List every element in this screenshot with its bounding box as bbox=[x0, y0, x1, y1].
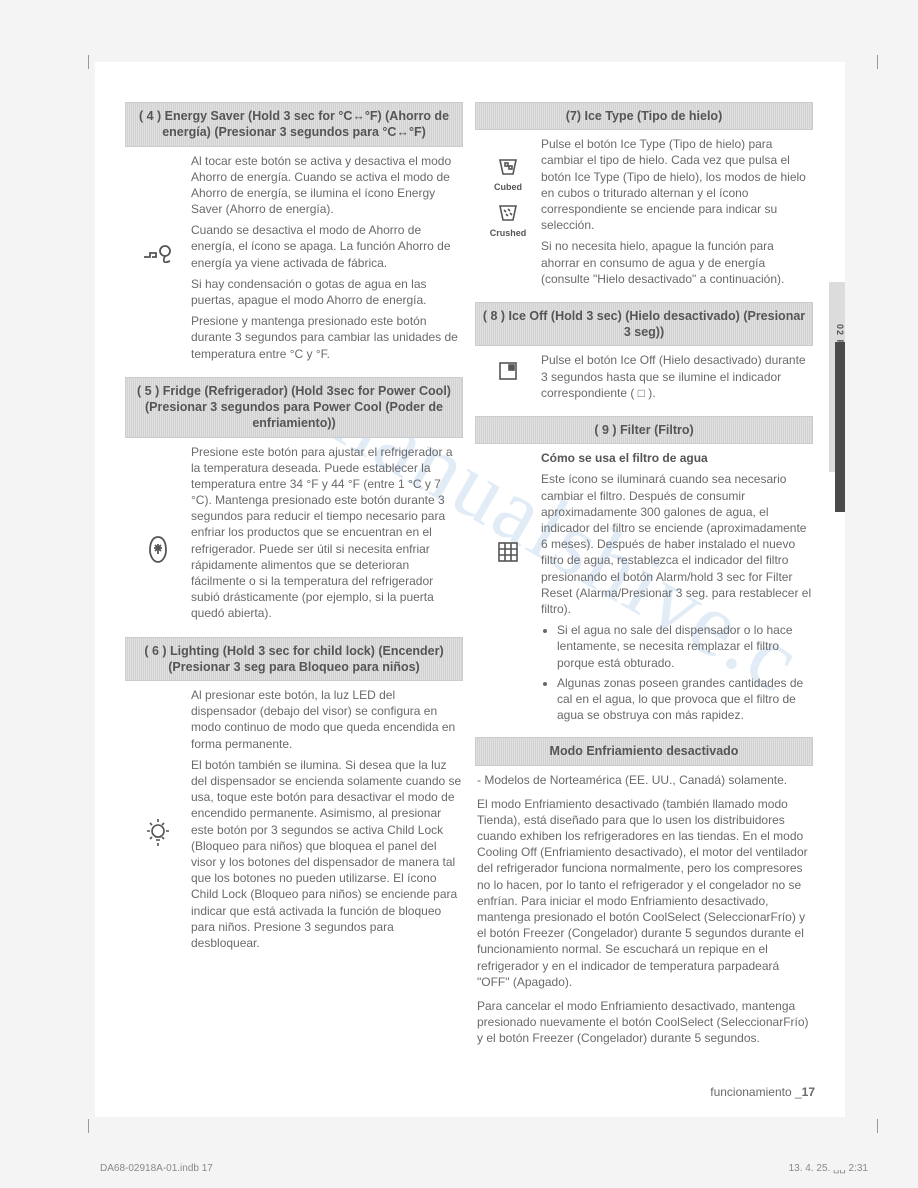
energy-saver-icon bbox=[125, 153, 191, 267]
p: Si no necesita hielo, apague la función … bbox=[541, 238, 813, 287]
section-9-text: Cómo se usa el filtro de agua Este ícono… bbox=[541, 450, 813, 727]
print-mark-left: DA68-02918A-01.indb 17 bbox=[100, 1163, 213, 1174]
section-4-text: Al tocar este botón se activa y desactiv… bbox=[191, 153, 463, 367]
filter-icon bbox=[475, 450, 541, 564]
p: Pulse el botón Ice Type (Tipo de hielo) … bbox=[541, 136, 813, 233]
bullet: Algunas zonas poseen grandes cantidades … bbox=[557, 675, 813, 724]
p: Al tocar este botón se activa y desactiv… bbox=[191, 153, 463, 218]
footer-label: funcionamiento _ bbox=[710, 1085, 801, 1099]
section-4-body: Al tocar este botón se activa y desactiv… bbox=[125, 147, 463, 377]
p: Presione este botón para ajustar el refr… bbox=[191, 444, 463, 622]
section-6-body: Al presionar este botón, la luz LED del … bbox=[125, 681, 463, 966]
ice-off-icon bbox=[475, 352, 541, 382]
section-7-header: (7) Ice Type (Tipo de hielo) bbox=[475, 102, 813, 130]
p: El modo Enfriamiento desactivado (tambié… bbox=[475, 796, 813, 990]
section-9-body: Cómo se usa el filtro de agua Este ícono… bbox=[475, 444, 813, 737]
section-5-body: Presione este botón para ajustar el refr… bbox=[125, 438, 463, 637]
content-columns: ( 4 ) Energy Saver (Hold 3 sec for °C↔°F… bbox=[125, 102, 845, 1055]
crop-mark bbox=[877, 1119, 878, 1133]
crop-mark bbox=[877, 55, 878, 69]
side-tab-dark bbox=[835, 342, 845, 512]
section-8-text: Pulse el botón Ice Off (Hielo desactivad… bbox=[541, 352, 813, 406]
p: Presione y mantenga presionado este botó… bbox=[191, 313, 463, 362]
p: Cuando se desactiva el modo de Ahorro de… bbox=[191, 222, 463, 271]
crop-mark bbox=[88, 1119, 89, 1133]
section-7-body: Cubed Crushed Pulse el botón Ice Type (T… bbox=[475, 130, 813, 302]
section-6-header: ( 6 ) Lighting (Hold 3 sec for child loc… bbox=[125, 637, 463, 682]
page-footer: funcionamiento _17 bbox=[710, 1085, 815, 1099]
p: - Modelos de Norteamérica (EE. UU., Cana… bbox=[475, 772, 813, 788]
left-column: ( 4 ) Energy Saver (Hold 3 sec for °C↔°F… bbox=[125, 102, 463, 1055]
lighting-icon bbox=[125, 687, 191, 847]
cooling-off-body: - Modelos de Norteamérica (EE. UU., Cana… bbox=[475, 766, 813, 1047]
cubed-label: Cubed bbox=[494, 182, 522, 192]
footer-page: 17 bbox=[802, 1085, 815, 1099]
p: Al presionar este botón, la luz LED del … bbox=[191, 687, 463, 752]
section-5-header: ( 5 ) Fridge (Refrigerador) (Hold 3sec f… bbox=[125, 377, 463, 438]
section-9-header: ( 9 ) Filter (Filtro) bbox=[475, 416, 813, 444]
print-mark-right: 13. 4. 25. ␣␣ 2:31 bbox=[789, 1163, 868, 1174]
crushed-label: Crushed bbox=[490, 228, 527, 238]
power-cool-icon bbox=[125, 444, 191, 564]
section-6-text: Al presionar este botón, la luz LED del … bbox=[191, 687, 463, 956]
section-8-header: ( 8 ) Ice Off (Hold 3 sec) (Hielo desact… bbox=[475, 302, 813, 347]
page: manualshive.c ( 4 ) Energy Saver (Hold 3… bbox=[95, 62, 845, 1117]
p: Este ícono se iluminará cuando sea neces… bbox=[541, 471, 813, 617]
ice-type-icons: Cubed Crushed bbox=[475, 136, 541, 238]
p: Para cancelar el modo Enfriamiento desac… bbox=[475, 998, 813, 1047]
filter-subtitle: Cómo se usa el filtro de agua bbox=[541, 450, 813, 466]
section-8-body: Pulse el botón Ice Off (Hielo desactivad… bbox=[475, 346, 813, 416]
p: Pulse el botón Ice Off (Hielo desactivad… bbox=[541, 352, 813, 401]
section-7-text: Pulse el botón Ice Type (Tipo de hielo) … bbox=[541, 136, 813, 292]
section-5-text: Presione este botón para ajustar el refr… bbox=[191, 444, 463, 627]
crop-mark bbox=[88, 55, 89, 69]
p: Si hay condensación o gotas de agua en l… bbox=[191, 276, 463, 308]
filter-bullets: Si el agua no sale del dispensador o lo … bbox=[541, 622, 813, 723]
bullet: Si el agua no sale del dispensador o lo … bbox=[557, 622, 813, 671]
right-column: (7) Ice Type (Tipo de hielo) Cubed Crush… bbox=[475, 102, 813, 1055]
cooling-off-header: Modo Enfriamiento desactivado bbox=[475, 737, 813, 765]
section-4-header: ( 4 ) Energy Saver (Hold 3 sec for °C↔°F… bbox=[125, 102, 463, 147]
p: El botón también se ilumina. Si desea qu… bbox=[191, 757, 463, 951]
